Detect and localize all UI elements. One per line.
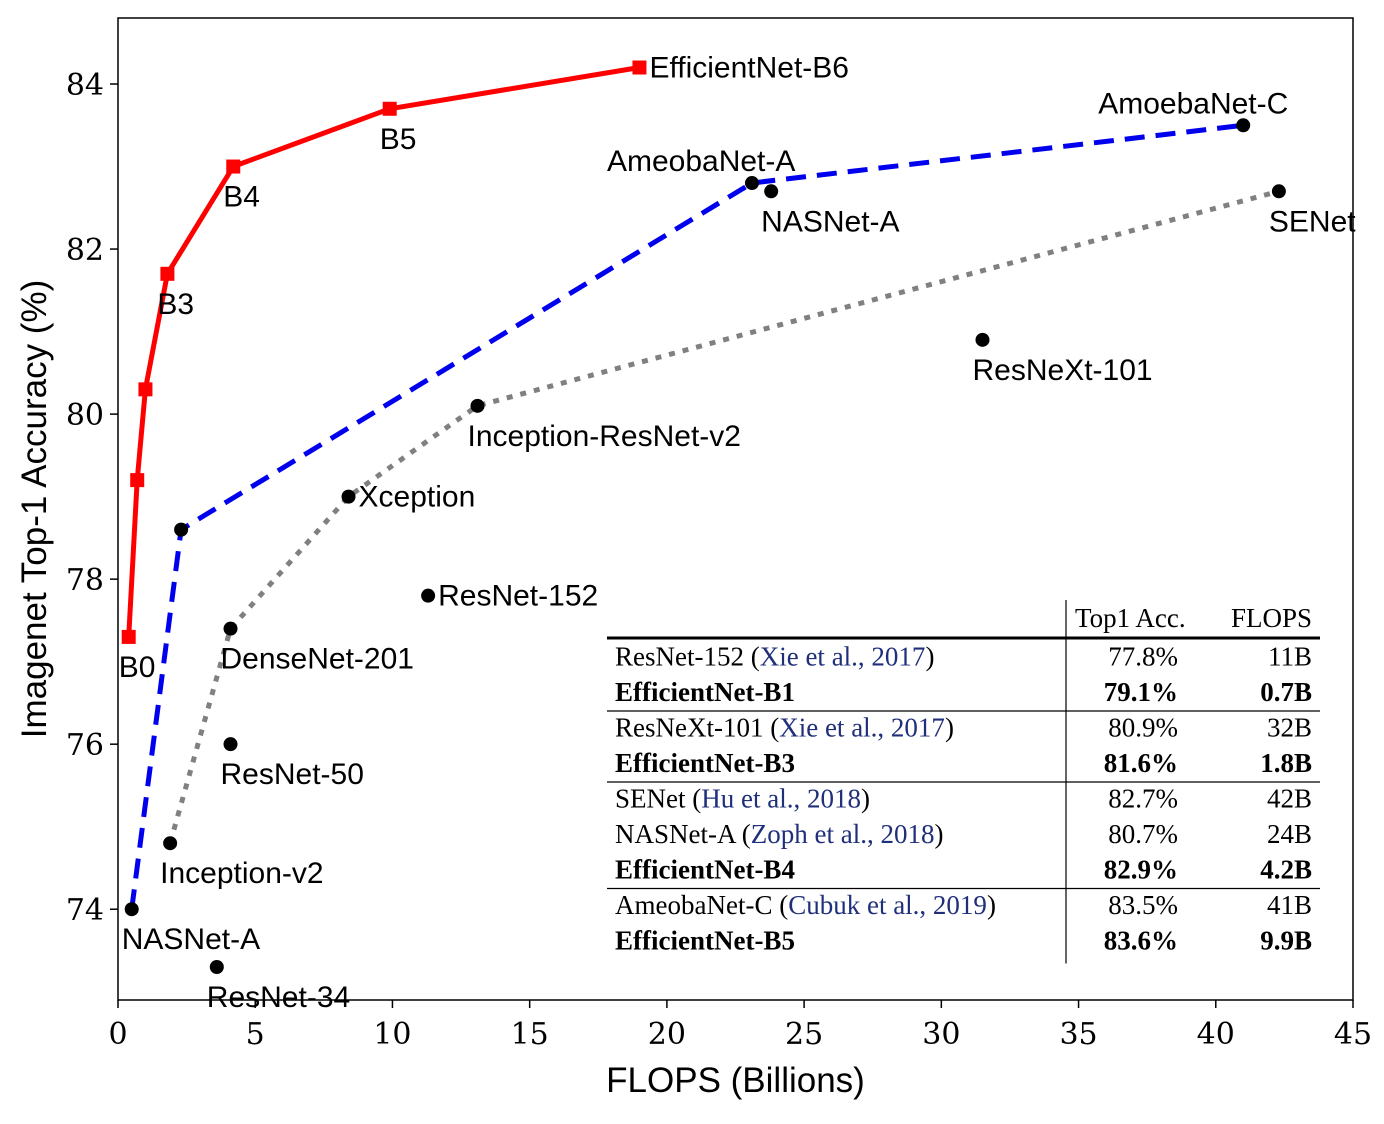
table-flops-cell: 9.9B [1260, 926, 1312, 956]
efficientnet-marker [138, 382, 153, 397]
table-model-cell: ResNeXt-101 (Xie et al., 2017) [615, 713, 954, 743]
table-acc-cell: 80.7% [1108, 819, 1178, 849]
table-model-cell: EfficientNet-B3 [615, 748, 795, 778]
x-tick-label: 20 [648, 1017, 686, 1052]
y-tick-label: 76 [66, 728, 104, 763]
data-label: B4 [223, 181, 260, 214]
data-label: ResNet-34 [207, 981, 350, 1014]
data-label: AmeobaNet-A [607, 145, 795, 178]
x-tick-label: 25 [785, 1017, 823, 1052]
data-label: Inception-ResNet-v2 [468, 420, 741, 453]
y-tick-label: 82 [66, 233, 104, 268]
x-axis-label: FLOPS (Billions) [606, 1061, 865, 1100]
x-tick-label: 30 [922, 1017, 960, 1052]
model-point [223, 737, 238, 752]
model-point [975, 332, 990, 347]
y-tick-label: 78 [66, 563, 104, 598]
data-label: Xception [359, 481, 476, 514]
table-acc-cell: 83.6% [1104, 926, 1178, 956]
data-label: NASNet-A [761, 205, 899, 238]
plot-area: EfficientNet-B6 B5 B4 B3 B0 AmoebaNet-C Ameoba… [119, 52, 1357, 1014]
comparison-table: Top1 Acc. FLOPS ResNet-152 (Xie et al., 20… [607, 600, 1320, 964]
model-point [1271, 184, 1286, 199]
table-flops-cell: 0.7B [1260, 677, 1312, 707]
table-header-flops: FLOPS [1231, 603, 1312, 633]
model-point [764, 184, 779, 199]
data-label: B5 [380, 123, 417, 156]
table-flops-cell: 4.2B [1260, 855, 1312, 885]
table-flops-cell: 41B [1267, 890, 1312, 920]
plot-frame [117, 17, 1354, 1001]
model-point [163, 836, 178, 851]
data-label: DenseNet-201 [221, 643, 414, 676]
x-tick-label: 40 [1197, 1017, 1235, 1052]
table-flops-cell: 11B [1268, 642, 1312, 672]
x-tick-label: 35 [1059, 1017, 1097, 1052]
y-tick-label: 80 [66, 398, 104, 433]
data-label: AmoebaNet-C [1098, 87, 1288, 120]
table-model-cell: SENet (Hu et al., 2018) [615, 784, 870, 814]
efficientnet-marker [382, 101, 397, 116]
model-point [1236, 118, 1251, 133]
table-model-cell: ResNet-152 (Xie et al., 2017) [615, 642, 934, 672]
table-acc-cell: 77.8% [1108, 642, 1178, 672]
nas-dashed-line [129, 122, 1244, 910]
table-flops-cell: 32B [1267, 713, 1312, 743]
table-flops-cell: 24B [1267, 819, 1312, 849]
model-point [744, 176, 759, 191]
model-point [470, 398, 485, 413]
data-label: ResNet-152 [438, 580, 598, 613]
y-tick-label: 74 [66, 893, 104, 928]
table-header-acc: Top1 Acc. [1075, 603, 1186, 633]
model-point [124, 902, 139, 917]
data-label: ResNet-50 [221, 758, 364, 791]
table-model-cell: NASNet-A (Zoph et al., 2018) [615, 819, 943, 849]
model-point [209, 959, 224, 974]
table-model-cell: EfficientNet-B5 [615, 926, 795, 956]
data-label: EfficientNet-B6 [649, 52, 849, 85]
table-model-cell: AmeobaNet-C (Cubuk et al., 2019) [615, 890, 996, 920]
table-acc-cell: 81.6% [1104, 748, 1178, 778]
table-acc-cell: 79.1% [1104, 677, 1178, 707]
table-flops-cell: 42B [1267, 784, 1312, 814]
table-model-cell: EfficientNet-B4 [615, 855, 795, 885]
efficientnet-marker [226, 159, 241, 174]
data-label: SENet [1269, 205, 1356, 238]
table-acc-cell: 82.7% [1108, 784, 1178, 814]
axes: 0 5 10 15 20 25 30 35 40 45 74 76 78 80 82 84 FLOPS (Bil… [15, 17, 1372, 1100]
x-tick-label: 5 [246, 1017, 265, 1052]
data-label: Inception-v2 [160, 857, 323, 890]
x-tick-label: 10 [373, 1017, 411, 1052]
table-acc-cell: 83.5% [1108, 890, 1178, 920]
efficientnet-marker [130, 473, 145, 488]
handcrafted-dotted-line [167, 188, 1280, 844]
table-flops-cell: 1.8B [1260, 748, 1312, 778]
data-label: B0 [119, 651, 156, 684]
x-tick-label: 45 [1334, 1017, 1372, 1052]
data-label: B3 [157, 288, 194, 321]
model-point [341, 489, 356, 504]
efficientnet-marker [160, 266, 175, 281]
model-point [174, 522, 189, 537]
table-acc-cell: 80.9% [1108, 713, 1178, 743]
y-axis-label: Imagenet Top-1 Accuracy (%) [15, 280, 54, 738]
model-point [421, 588, 436, 603]
table-acc-cell: 82.9% [1104, 855, 1178, 885]
x-tick-label: 0 [108, 1017, 127, 1052]
data-label: NASNet-A [122, 923, 260, 956]
x-tick-label: 15 [511, 1017, 549, 1052]
efficientnet-marker [632, 60, 647, 75]
table-model-cell: EfficientNet-B1 [615, 677, 795, 707]
model-point [223, 621, 238, 636]
data-label: ResNeXt-101 [973, 354, 1153, 387]
efficientnet-marker [121, 629, 136, 644]
y-tick-label: 84 [66, 68, 104, 103]
